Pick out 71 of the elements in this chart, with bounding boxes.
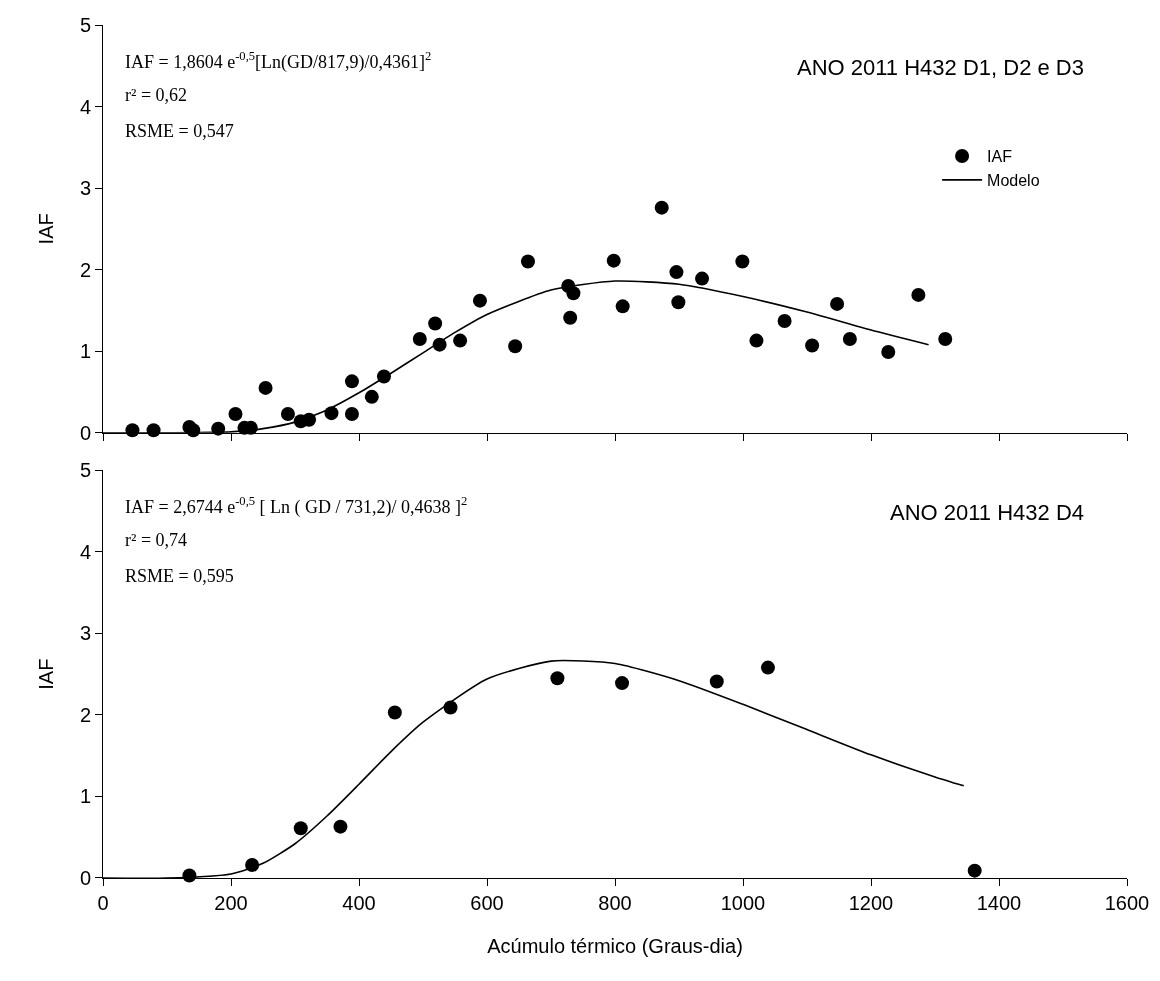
x-tick-label: 1200: [848, 892, 894, 914]
point: [387, 705, 402, 720]
point: [258, 380, 273, 395]
point: [695, 271, 710, 286]
point: [938, 331, 953, 346]
point: [550, 671, 565, 686]
annotation: RSME = 0,595: [125, 566, 234, 586]
x-tick-label: 0: [97, 892, 109, 914]
y-axis-title: IAF: [35, 213, 58, 245]
x-tick-label: 400: [342, 892, 376, 914]
point: [453, 333, 468, 348]
point: [344, 406, 359, 421]
point: [563, 310, 578, 325]
point: [364, 389, 379, 404]
annotation: IAF = 1,8604 e$^{-0,5}$[Ln(GD/817,9)/0,4361]$^{2}$: [125, 49, 432, 73]
x-tick-label: 200: [214, 892, 248, 914]
annotation: RSME = 0,547: [125, 121, 234, 141]
y-tick-label: 2: [79, 258, 91, 281]
point: [709, 674, 724, 689]
point: [967, 863, 982, 878]
annotation: IAF = 2,6744 e$^{-0,5}$ [ Ln ( GD / 731,2)/ 0,4638 ]$^{2}$: [125, 494, 468, 518]
point: [842, 331, 857, 346]
point: [566, 286, 581, 301]
y-tick-label: 3: [79, 177, 91, 200]
point: [669, 265, 684, 280]
point: [735, 254, 750, 269]
text: ANO 2011 H432 D1, D2 e D3: [797, 55, 1084, 80]
point: [671, 295, 686, 310]
y-tick-label: 0: [79, 421, 91, 444]
point: [428, 316, 443, 331]
point: [911, 287, 926, 302]
y-tick-label: 3: [79, 622, 91, 645]
point: [520, 254, 535, 269]
x-tick-label: 800: [598, 892, 632, 914]
point: [228, 406, 243, 421]
y-tick-label: 5: [79, 459, 91, 482]
y-tick-label: 1: [79, 340, 91, 363]
point: [760, 660, 775, 675]
point: [749, 333, 764, 348]
y-tick-label: 4: [79, 540, 91, 563]
legend-label: IAF: [987, 148, 1013, 166]
y-tick-label: 5: [79, 14, 91, 36]
y-axis-title: IAF: [35, 658, 58, 690]
x-tick-label: 600: [470, 892, 504, 914]
point: [472, 293, 487, 308]
x-axis-title: Acúmulo térmico (Graus-dia): [487, 934, 743, 957]
x-tick-label: 1600: [1104, 892, 1150, 914]
x-tick-label: 1000: [720, 892, 766, 914]
point: [805, 338, 820, 353]
y-tick-label: 0: [79, 867, 91, 889]
y-tick-label: 1: [79, 785, 91, 808]
point: [333, 819, 348, 834]
point: [412, 331, 427, 346]
point: [344, 374, 359, 389]
point: [508, 339, 523, 354]
annotation: r² = 0,74: [125, 530, 188, 550]
point: [615, 299, 630, 314]
legend-label: Modelo: [987, 172, 1040, 190]
point: [606, 253, 621, 268]
point: [293, 821, 308, 836]
y-tick-label: 2: [79, 703, 91, 726]
point: [777, 314, 792, 328]
point: [881, 345, 896, 359]
annotation: r² = 0,62: [125, 85, 188, 105]
x-tick-label: 1400: [976, 892, 1022, 914]
point: [280, 406, 295, 421]
point: [830, 296, 845, 311]
point: [615, 676, 630, 691]
point: [654, 200, 669, 215]
y-tick-label: 4: [79, 95, 91, 118]
text: ANO 2011 H432 D4: [890, 500, 1085, 525]
